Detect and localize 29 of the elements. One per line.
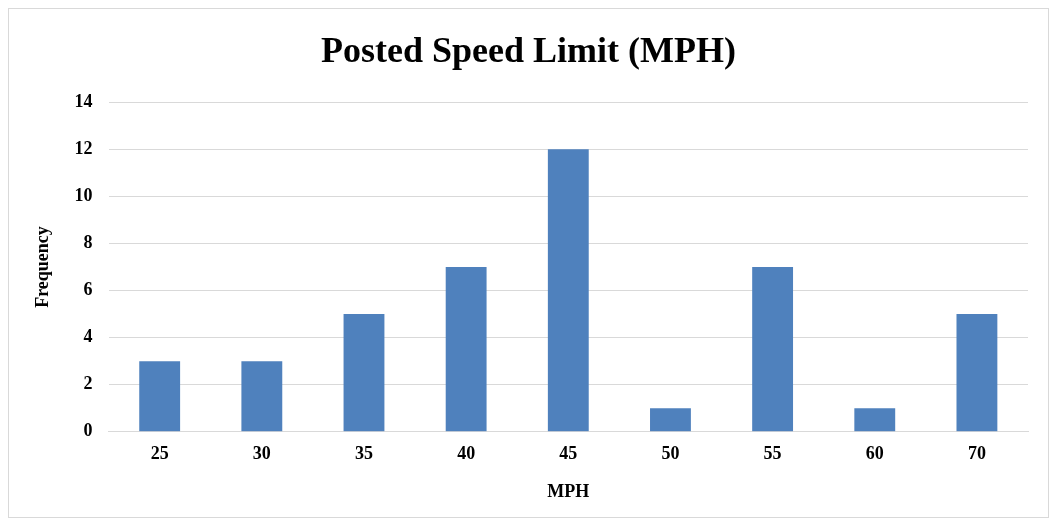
x-tick-label: 45 xyxy=(559,443,578,464)
bar xyxy=(956,314,998,432)
y-tick-label: 12 xyxy=(74,137,93,158)
bar xyxy=(547,149,589,432)
y-tick-label: 2 xyxy=(83,373,93,394)
x-tick-label: 70 xyxy=(967,443,986,464)
chart-title: Posted Speed Limit (MPH) xyxy=(321,29,736,70)
x-tick-label: 35 xyxy=(354,443,373,464)
x-tick-label: 40 xyxy=(457,443,476,464)
y-axis-title: Frequency xyxy=(32,226,53,308)
x-tick-label: 55 xyxy=(763,443,782,464)
x-tick-label: 30 xyxy=(252,443,271,464)
x-tick-label: 50 xyxy=(661,443,680,464)
bar xyxy=(241,361,283,432)
y-tick-label: 0 xyxy=(83,420,93,441)
x-axis-title: MPH xyxy=(547,480,590,501)
x-tick-label: 25 xyxy=(150,443,169,464)
y-tick-label: 6 xyxy=(83,279,93,300)
x-tick-label: 60 xyxy=(865,443,884,464)
bar xyxy=(343,314,385,432)
bar xyxy=(854,408,896,432)
y-tick-label: 10 xyxy=(74,185,93,206)
bar xyxy=(650,408,691,432)
y-tick-label: 4 xyxy=(83,326,93,347)
bar xyxy=(139,361,181,432)
bar xyxy=(445,267,487,432)
y-tick-label: 14 xyxy=(74,90,93,111)
y-tick-label: 8 xyxy=(83,232,93,253)
bar xyxy=(752,267,794,432)
